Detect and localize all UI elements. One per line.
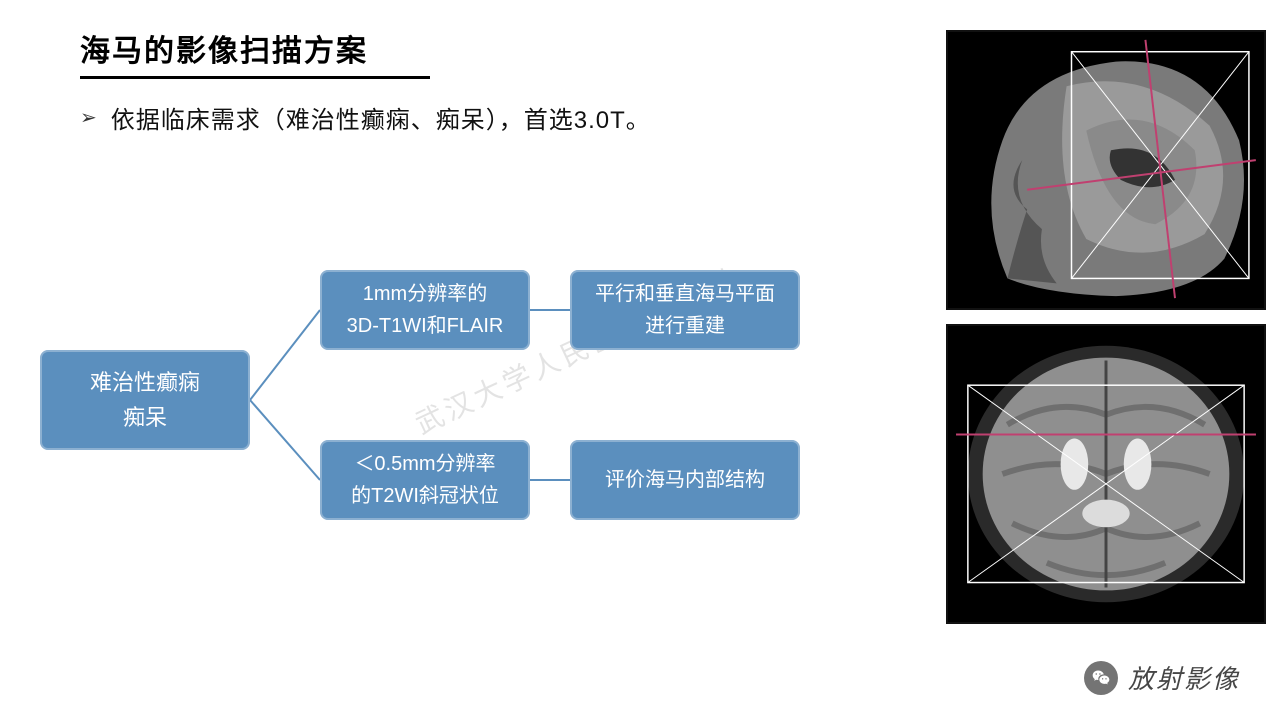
chevron-right-icon: ➢ bbox=[80, 105, 97, 130]
flow-node-text: ＜0.5mm分辨率 bbox=[354, 448, 495, 480]
title-block: 海马的影像扫描方案 bbox=[80, 26, 430, 79]
mri-axial bbox=[946, 324, 1266, 624]
slide: 海马的影像扫描方案 ➢ 依据临床需求（难治性癫痫、痴呆），首选3.0T。 武汉大… bbox=[0, 0, 1280, 720]
flow-node-mid2: ＜0.5mm分辨率 的T2WI斜冠状位 bbox=[320, 440, 530, 520]
flow-node-text: 评价海马内部结构 bbox=[605, 464, 765, 496]
flow-node-text: 平行和垂直海马平面 bbox=[595, 278, 775, 310]
flow-node-text: 难治性癫痫 bbox=[90, 365, 200, 400]
flow-node-text: 1mm分辨率的 bbox=[363, 278, 487, 310]
bullet-row: ➢ 依据临床需求（难治性癫痫、痴呆），首选3.0T。 bbox=[80, 100, 651, 135]
page-title: 海马的影像扫描方案 bbox=[80, 26, 430, 70]
flow-node-leaf2: 评价海马内部结构 bbox=[570, 440, 800, 520]
mri-sagittal-svg bbox=[948, 32, 1264, 308]
flow-node-text: 进行重建 bbox=[645, 310, 725, 342]
flow-node-root: 难治性癫痫 痴呆 bbox=[40, 350, 250, 450]
flow-node-text: 的T2WI斜冠状位 bbox=[351, 480, 499, 512]
mri-axial-svg bbox=[948, 326, 1264, 622]
mri-sagittal bbox=[946, 30, 1266, 310]
footer-text: 放射影像 bbox=[1128, 659, 1240, 696]
title-underline bbox=[80, 76, 430, 79]
bullet-text: 依据临床需求（难治性癫痫、痴呆），首选3.0T。 bbox=[111, 100, 651, 135]
mri-images bbox=[946, 30, 1266, 624]
flow-node-leaf1: 平行和垂直海马平面 进行重建 bbox=[570, 270, 800, 350]
flow-node-mid1: 1mm分辨率的 3D-T1WI和FLAIR bbox=[320, 270, 530, 350]
footer: 放射影像 bbox=[1084, 659, 1240, 696]
flowchart: 难治性癫痫 痴呆 1mm分辨率的 3D-T1WI和FLAIR ＜0.5mm分辨率… bbox=[40, 260, 800, 580]
wechat-icon bbox=[1084, 661, 1118, 695]
flow-node-text: 痴呆 bbox=[123, 400, 167, 435]
flow-node-text: 3D-T1WI和FLAIR bbox=[347, 310, 504, 342]
